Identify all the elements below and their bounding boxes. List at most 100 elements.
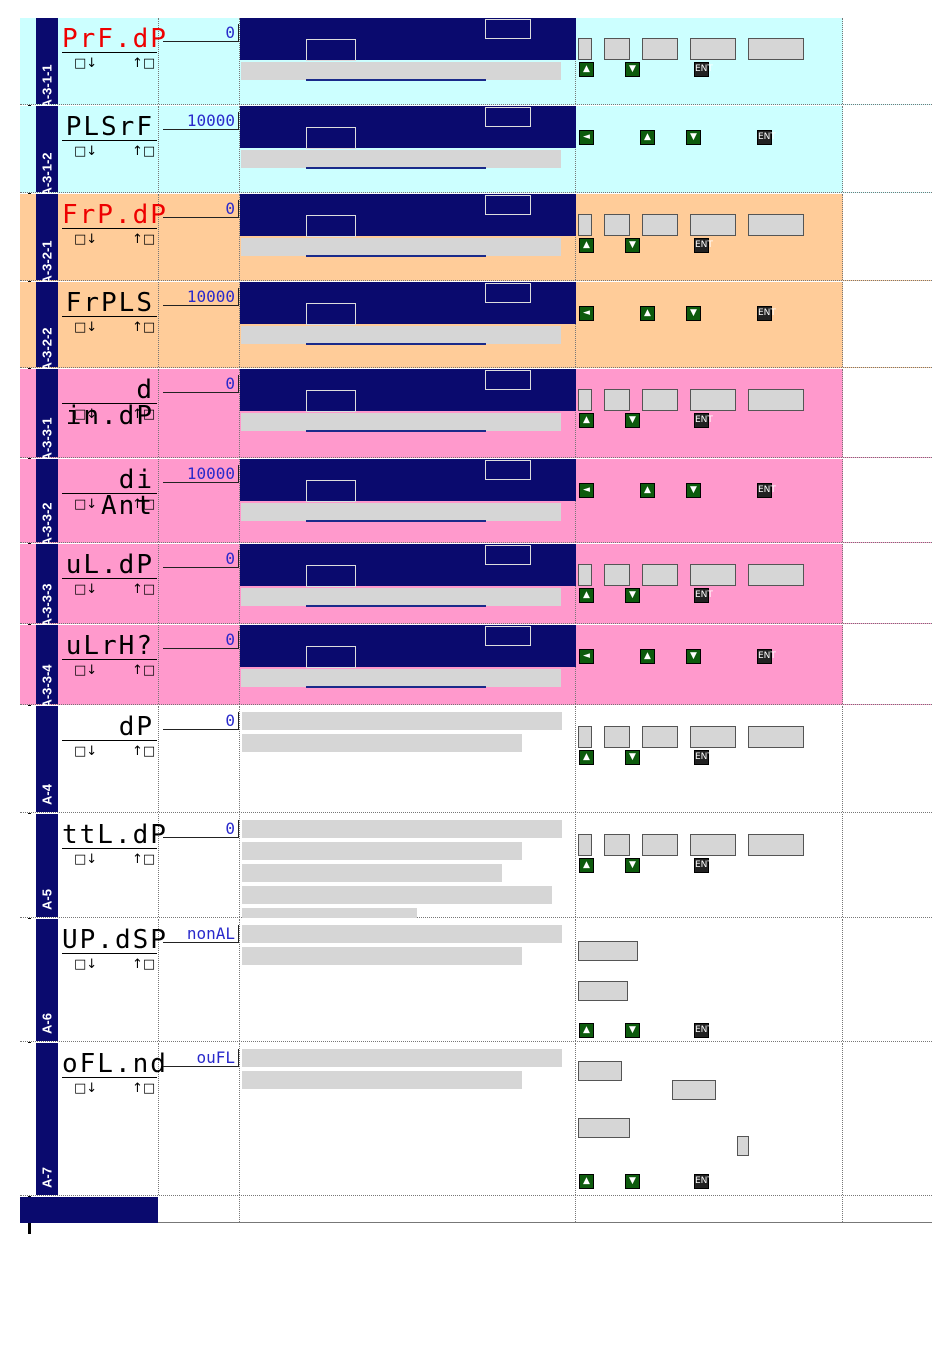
digit-box	[578, 726, 592, 748]
header-box	[485, 545, 531, 565]
digit-box	[604, 214, 630, 236]
note-cell	[843, 369, 932, 457]
lcd-cell: PLSrF □↓ ↑□	[58, 106, 159, 192]
default-value: 0	[163, 24, 239, 42]
description-cell	[240, 459, 576, 542]
key-down-icon: ▼	[625, 858, 640, 873]
lcd-cell: FrPLS □↓ ↑□	[58, 282, 159, 367]
header-box	[485, 370, 531, 390]
header-bar	[240, 18, 576, 60]
key-up-icon: ▲	[579, 858, 594, 873]
operation-cell: ◄ ▲ ▼ ENT	[576, 459, 843, 542]
note-cell	[843, 106, 932, 192]
key-up-icon: ▲	[640, 130, 655, 145]
default-value: 10000	[163, 465, 239, 483]
digit-box	[748, 564, 804, 586]
lcd-display: ttL.dP	[62, 820, 168, 850]
default-cell: 10000	[159, 106, 240, 192]
up-key-icon: ↑□	[132, 497, 156, 512]
lcd-cell: di Ant □↓ ↑□	[58, 459, 159, 542]
down-key-icon: □↓	[74, 852, 98, 867]
header-box	[485, 460, 531, 480]
down-key-icon: □↓	[74, 744, 98, 759]
note-cell	[843, 544, 932, 623]
digit-box	[748, 726, 804, 748]
note-cell	[843, 919, 932, 1041]
lcd-display: PLSrF	[62, 114, 157, 141]
param-id-cell: A-3-3-3	[36, 544, 58, 628]
default-value: 0	[163, 200, 239, 218]
header-box	[306, 303, 356, 325]
param-id-cell: A-5	[36, 814, 58, 917]
lcd-display: UP.dSP	[62, 925, 168, 955]
key-ent-icon: ENT	[757, 130, 776, 145]
up-key-icon: ↑□	[132, 407, 156, 422]
up-key-icon: ↑□	[132, 852, 156, 867]
option-box	[578, 981, 628, 1001]
digit-box	[604, 726, 630, 748]
param-id: A-7	[39, 1167, 55, 1188]
text-block	[242, 886, 552, 904]
down-key-icon: □↓	[74, 232, 98, 247]
text-block	[241, 669, 561, 687]
param-id: A-3-1-2	[39, 152, 55, 197]
param-id-cell: A-3-3-1	[36, 369, 58, 462]
link-underline	[306, 167, 486, 169]
operation-cell: ▲ ▼ ENT	[576, 919, 843, 1041]
link-underline	[306, 79, 486, 81]
digit-box	[748, 389, 804, 411]
lcd-display: PrF.dP	[62, 24, 168, 54]
text-block	[242, 1049, 562, 1067]
up-key-icon: ↑□	[132, 582, 156, 597]
default-cell: 0	[159, 706, 240, 812]
lcd-display: uL.dP	[62, 552, 157, 579]
param-id-cell: A-6	[36, 919, 58, 1041]
param-id-cell: A-4	[36, 706, 58, 812]
link-underline	[306, 520, 486, 522]
param-id-cell: A-3-2-2	[36, 282, 58, 372]
param-row: A-6 UP.dSP □↓ ↑□ nonAL ▲ ▼ ENT	[20, 919, 932, 1042]
key-ent-icon: ENT	[694, 588, 713, 603]
note-cell	[843, 1043, 932, 1195]
up-key-icon: ↑□	[132, 1081, 156, 1096]
operation-cell: ▲ ▼ ENT	[576, 1043, 843, 1195]
lcd-cell: PrF.dP □↓ ↑□	[58, 18, 168, 104]
key-down-icon: ▼	[625, 750, 640, 765]
note-cell	[843, 18, 932, 104]
text-block	[241, 62, 561, 80]
digit-box	[642, 38, 678, 60]
default-value: 10000	[163, 288, 239, 306]
header-bar	[240, 106, 576, 148]
digit-box	[642, 834, 678, 856]
text-block	[241, 150, 561, 168]
lcd-display: di Ant	[62, 467, 157, 519]
down-key-icon: □↓	[74, 663, 98, 678]
default-value: 0	[163, 631, 239, 649]
digit-box	[578, 564, 592, 586]
param-id: A-3-3-3	[39, 583, 55, 628]
default-cell: 0	[159, 369, 240, 457]
default-cell: nonAL	[159, 919, 240, 1041]
down-key-icon: □↓	[74, 957, 98, 972]
lcd-display: FrPLS	[62, 290, 157, 317]
key-up-icon: ▲	[579, 588, 594, 603]
text-block	[241, 326, 561, 344]
note-cell	[843, 194, 932, 280]
text-block	[242, 842, 522, 860]
param-row: A-3-3-4 uLrH? □↓ ↑□ 0 ◄ ▲ ▼ ENT	[20, 625, 932, 709]
digit-box	[642, 726, 678, 748]
description-cell	[240, 919, 576, 1041]
param-id: A-4	[39, 784, 55, 805]
description-cell	[240, 194, 576, 280]
key-left-icon: ◄	[579, 130, 594, 145]
footer-bar	[20, 1197, 158, 1223]
header-bar	[240, 544, 576, 586]
up-key-icon: ↑□	[132, 56, 156, 71]
default-cell: 10000	[159, 459, 240, 542]
key-up-icon: ▲	[579, 238, 594, 253]
default-value: 10000	[163, 112, 239, 130]
param-id-cell: A-3-3-4	[36, 625, 58, 709]
text-block	[242, 925, 562, 943]
key-ent-icon: ENT	[757, 649, 776, 664]
note-cell	[843, 814, 932, 917]
